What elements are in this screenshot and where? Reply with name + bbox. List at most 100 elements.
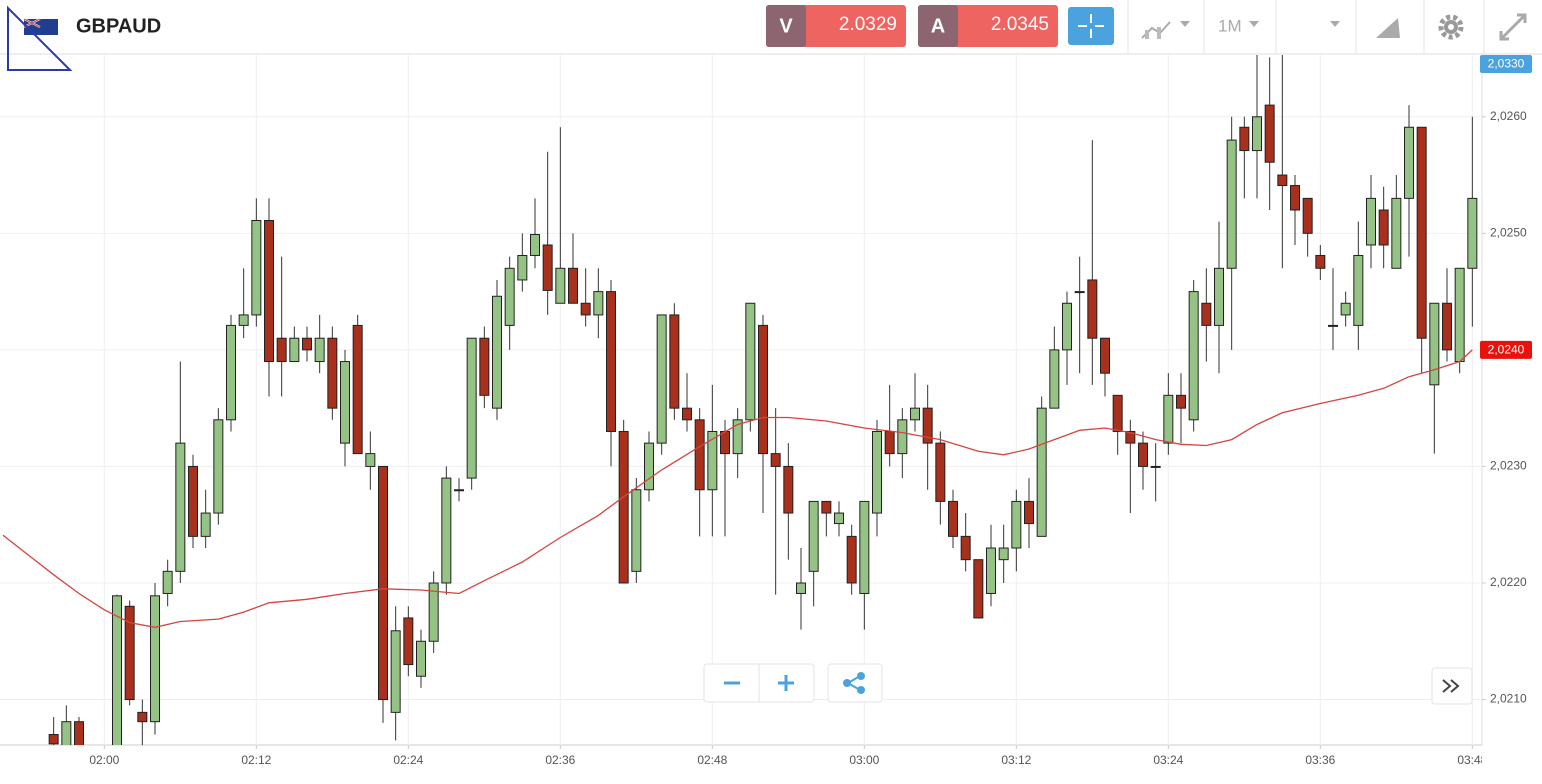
zoom-in-button[interactable] (778, 675, 794, 691)
candle-body-up (1252, 116, 1262, 152)
candle-body-up (1011, 500, 1022, 549)
candle-body-up (593, 291, 604, 316)
candle-body-down (264, 220, 274, 363)
candle-body-up (314, 337, 325, 363)
sell-price: 2.0329 (839, 14, 897, 35)
candle-body-down (606, 291, 616, 432)
candle-body-up (226, 324, 236, 421)
candle-body-down (403, 617, 414, 666)
candle-body-down (1264, 104, 1275, 163)
candle-body-up (1454, 267, 1465, 363)
last-value-label: 2,0240 (1488, 343, 1525, 357)
candle-body-down (669, 314, 680, 409)
sell-button[interactable]: V 2.0329 (766, 5, 906, 47)
y-tick-label: 2,0230 (1490, 459, 1527, 473)
scroll-right-button[interactable] (1431, 667, 1473, 705)
candle-body-up (1188, 291, 1199, 421)
candle-body-up (61, 721, 72, 745)
candle-body-down (694, 419, 705, 491)
x-tick-label: 03:00 (849, 753, 879, 767)
flag-icon (23, 18, 58, 35)
y-tick-label: 2,0220 (1490, 575, 1527, 589)
candle-body-down (1378, 209, 1389, 246)
y-tick-label: 2,0260 (1490, 109, 1527, 123)
candle-body-down (124, 605, 135, 701)
candle-body-down (884, 430, 895, 455)
candle-body-down (1176, 394, 1186, 409)
candle-body-up (986, 547, 996, 594)
candle-body-up (745, 302, 756, 421)
x-tick-label: 02:00 (89, 753, 119, 767)
candle-body-up (1062, 302, 1072, 351)
candle-body-up (200, 512, 211, 537)
buy-button[interactable]: A 2.0345 (918, 5, 1058, 47)
candle-body-up (1163, 394, 1174, 444)
candle-body-down (479, 337, 490, 396)
candle-body-up (1429, 302, 1440, 386)
candle-body-up (466, 337, 477, 479)
candle-body-down (1138, 442, 1148, 467)
candle-body-down (770, 453, 781, 467)
y-axis: 2,0210 2,0220 2,0230 2,0240 2,0250 2,0260 (1482, 109, 1527, 706)
candle-body-up (1074, 291, 1085, 294)
settings-button[interactable] (1438, 14, 1464, 40)
candle-body-down (758, 324, 768, 455)
candle-body-down (74, 721, 84, 745)
x-axis: 02:00 02:12 02:24 02:36 02:48 03:00 03:12 03:24… (89, 745, 1487, 767)
candle-body-down (1239, 126, 1250, 152)
x-tick-label: 02:24 (393, 753, 423, 767)
symbol: GBPAUD (76, 15, 161, 37)
candle-body-down (302, 337, 312, 351)
candle-body-down (720, 430, 730, 455)
candle-body-up (492, 295, 502, 409)
candle-body-down (137, 711, 148, 723)
crosshair-button[interactable] (1068, 7, 1114, 45)
candle-body-up (150, 595, 160, 723)
candle-body-up (416, 640, 426, 677)
candle-body-up (175, 442, 186, 572)
candle-body-up (1226, 139, 1237, 269)
chart-type-button[interactable] (1141, 21, 1190, 39)
x-tick-label: 03:48 (1457, 753, 1487, 767)
candle-body-up (1404, 126, 1414, 199)
candle-body-down (618, 430, 629, 584)
sell-label: V (779, 15, 793, 37)
candle-body-up (644, 442, 654, 491)
candle-body-down (1290, 185, 1300, 211)
indicator-dropdown[interactable] (1330, 21, 1340, 27)
grid (0, 55, 1482, 745)
candle-body-down (542, 244, 553, 291)
timeframe-button[interactable]: 1M (1218, 16, 1259, 35)
drawing-tool-button[interactable] (1376, 18, 1400, 38)
candle-body-up (732, 419, 743, 455)
candle-body-up (213, 419, 224, 514)
candle-body-up (365, 453, 376, 467)
moving-average-line (2, 349, 1473, 628)
last-value-tag-box (1480, 340, 1532, 359)
candle-body-up (1049, 349, 1060, 409)
candle-body-up (504, 267, 515, 326)
candle-body-up (808, 500, 819, 572)
share-button[interactable] (827, 663, 883, 703)
candle-body-up (454, 489, 464, 492)
candle-body-down (846, 535, 857, 584)
candle-body-down (580, 302, 591, 316)
candle-body-up (340, 361, 350, 444)
candle-body-down (922, 407, 933, 444)
candle-body-down (682, 407, 692, 421)
x-tick-label: 02:48 (697, 753, 727, 767)
candle-body-down (568, 267, 578, 304)
candle-body-down (1302, 197, 1313, 234)
candle-body-down (327, 337, 338, 409)
x-tick-label: 03:12 (1001, 753, 1031, 767)
corner-mark (7, 5, 73, 71)
candle-body-up (517, 254, 528, 281)
candle-body-down (973, 559, 984, 619)
candle-body-up (530, 233, 540, 256)
candle-body-down (1112, 394, 1123, 432)
candle-body-down (821, 500, 832, 514)
fullscreen-button[interactable] (1499, 13, 1527, 41)
candle-body-up (631, 489, 642, 572)
candle-body-up (656, 314, 667, 444)
candle-body-up (162, 570, 173, 594)
